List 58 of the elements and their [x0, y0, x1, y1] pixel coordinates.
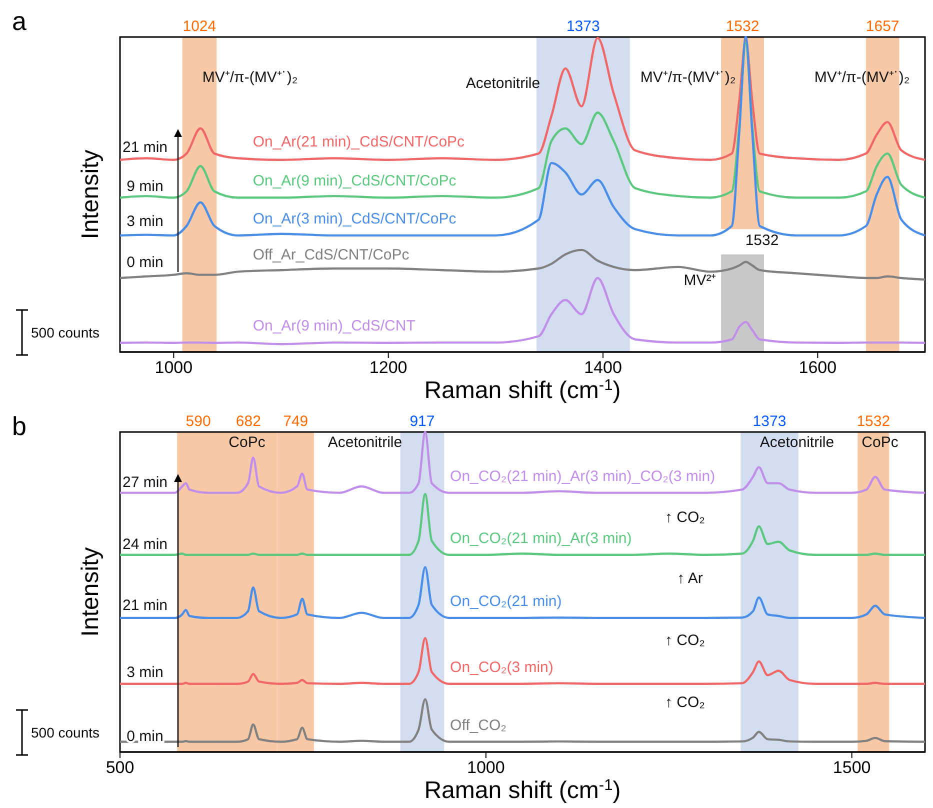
- annotation: ↑ CO₂: [665, 509, 706, 526]
- annotation: 0 min: [126, 728, 164, 745]
- annotation: MV²⁺: [684, 272, 716, 289]
- annotation: 27 min: [122, 474, 168, 491]
- band-label: 749: [283, 413, 308, 430]
- annotation: ↑ Ar: [677, 570, 703, 587]
- annotation: 9 min: [126, 178, 164, 195]
- band-label: 1024: [182, 18, 216, 35]
- x-tick-label: 1000: [466, 758, 505, 778]
- x-tick-label: 1400: [584, 358, 622, 378]
- annotation: MV⁺/π-(MV⁺˙)₂: [814, 69, 910, 86]
- band-label: 1657: [866, 18, 900, 35]
- text: 500 counts: [31, 724, 100, 740]
- x-tick-label: 1000: [154, 358, 193, 378]
- annotation: Acetonitrile: [760, 434, 834, 451]
- chart-title: a: [12, 6, 27, 36]
- annotation: MV⁺/π-(MV⁺˙)₂: [640, 69, 736, 86]
- annotation: ↑ CO₂: [665, 694, 706, 711]
- band-label: 1373: [566, 18, 600, 35]
- annotation: 21 min: [122, 597, 168, 614]
- annotation: 1532: [745, 232, 779, 249]
- text: 500 counts: [31, 324, 100, 340]
- series-label: On_Ar(21 min)_CdS/CNT/CoPc: [252, 133, 466, 150]
- annotation: CoPc: [228, 434, 266, 451]
- series-label: On_CO₂(3 min): [450, 658, 554, 676]
- annotation: 0 min: [126, 254, 164, 271]
- x-axis-title: Raman shift (cm$^{-1}$): [424, 776, 621, 804]
- x-tick-label: 1600: [798, 358, 837, 378]
- x-axis-title: Raman shift (cm$^{-1}$): [424, 376, 621, 404]
- series-label: On_Ar(9 min)_CdS/CNT/CoPc: [252, 172, 457, 190]
- band-label: 590: [186, 413, 211, 430]
- y-axis-title: Intensity: [77, 547, 104, 637]
- series-label: Off_Ar_CdS/CNT/CoPc: [252, 246, 410, 264]
- series-label: On_CO₂(21 min): [450, 592, 562, 610]
- series-label: On_CO₂(21 min)_Ar(3 min)_CO₂(3 min): [450, 468, 716, 485]
- band-label: 917: [410, 413, 435, 430]
- band-label: 682: [236, 413, 261, 430]
- chart-title: b: [12, 411, 26, 441]
- series-label: On_CO₂(21 min)_Ar(3 min): [450, 530, 632, 547]
- annotation: Acetonitrile: [328, 434, 402, 451]
- series-label: On_Ar(3 min)_CdS/CNT/CoPc: [252, 210, 457, 228]
- y-axis-title: Intensity: [77, 150, 104, 240]
- annotation: Acetonitrile: [466, 75, 540, 92]
- annotation: 24 min: [122, 536, 168, 553]
- annotation: 21 min: [122, 139, 168, 156]
- series-label: Off_CO₂: [450, 716, 507, 734]
- annotation: ↑ CO₂: [665, 632, 706, 649]
- x-tick-label: 500: [106, 758, 134, 778]
- series-label: On_Ar(9 min)_CdS/CNT: [252, 318, 416, 335]
- band-label: 1532: [726, 18, 760, 35]
- annotation: MV⁺/π-(MV⁺˙)₂: [202, 69, 298, 86]
- annotation: CoPc: [862, 434, 899, 451]
- x-tick-label: 1500: [832, 758, 871, 778]
- annotation: 3 min: [126, 664, 164, 681]
- band-label: 1532: [856, 413, 890, 430]
- band-label: 1373: [752, 413, 786, 430]
- x-tick-label: 1200: [369, 358, 408, 378]
- annotation: 3 min: [126, 213, 164, 230]
